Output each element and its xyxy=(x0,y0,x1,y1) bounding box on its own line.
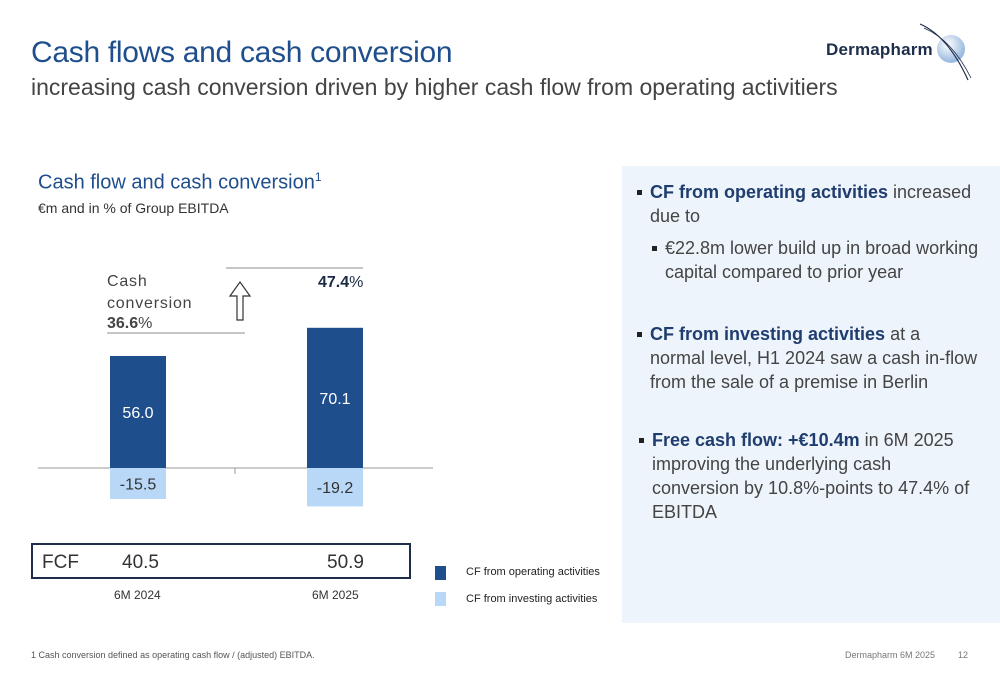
page-subtitle: increasing cash conversion driven by hig… xyxy=(31,74,838,100)
fcf-box: FCF 40.5 50.9 xyxy=(31,543,411,579)
bar-label-operating-0: 56.0 xyxy=(122,405,153,422)
bar-investing-1 xyxy=(307,468,363,507)
footnote-marker: 1 xyxy=(314,170,322,184)
bar-operating-0 xyxy=(110,356,166,468)
legend-swatch-investing xyxy=(435,592,446,606)
increase-arrow-icon xyxy=(228,280,252,321)
bar-label-investing-0: -15.5 xyxy=(120,477,157,494)
bullet-free-cash-flow: Free cash flow: +€10.4m in 6M 2025 impro… xyxy=(639,428,982,524)
chart-subtitle: €m and in % of Group EBITDA xyxy=(38,200,229,216)
highlights-panel: CF from operating activities increased d… xyxy=(622,166,1000,623)
x-tick-label-2024: 6M 2024 xyxy=(114,588,161,602)
cash-conversion-2025: 47.4% xyxy=(318,274,364,291)
bar-investing-0 xyxy=(110,468,166,499)
fcf-value-2024: 40.5 xyxy=(122,552,159,573)
bullet-investing: CF from investing activities at a normal… xyxy=(637,322,980,394)
cash-conversion-label: Cash conversion xyxy=(107,273,193,312)
bar-operating-1 xyxy=(307,327,363,468)
legend-label-operating: CF from operating activities xyxy=(466,566,600,578)
cash-flow-chart: 56.0 -15.5 70.1 -19.2 xyxy=(38,267,433,507)
x-tick-label-2025: 6M 2025 xyxy=(312,588,359,602)
bullet-marker xyxy=(637,332,642,337)
bullet-operating: CF from operating activities increased d… xyxy=(637,180,980,228)
dermapharm-logo: Dermapharm xyxy=(826,22,976,84)
footer-doc-label: Dermapharm 6M 2025 xyxy=(845,650,936,660)
bullet-marker xyxy=(637,190,642,195)
bar-label-operating-1: 70.1 xyxy=(319,391,350,408)
bullet-marker xyxy=(639,438,644,443)
footnote: 1 Cash conversion defined as operating c… xyxy=(31,650,315,660)
cash-conversion-2024: 36.6% xyxy=(107,315,153,332)
bar-label-investing-1: -19.2 xyxy=(317,480,354,497)
logo-mark-icon xyxy=(919,23,972,81)
page-title: Cash flows and cash conversion xyxy=(31,36,453,69)
bullet-marker xyxy=(652,246,657,251)
chart-title: Cash flow and cash conversion1 xyxy=(38,170,322,194)
logo-text: Dermapharm xyxy=(826,40,933,59)
fcf-value-2025: 50.9 xyxy=(327,552,364,573)
legend-swatch-operating xyxy=(435,566,446,580)
page-number: 12 xyxy=(958,650,969,660)
fcf-label: FCF xyxy=(42,552,79,573)
legend-label-investing: CF from investing activities xyxy=(466,593,598,605)
bullet-working-capital: €22.8m lower build up in broad working c… xyxy=(652,236,995,284)
